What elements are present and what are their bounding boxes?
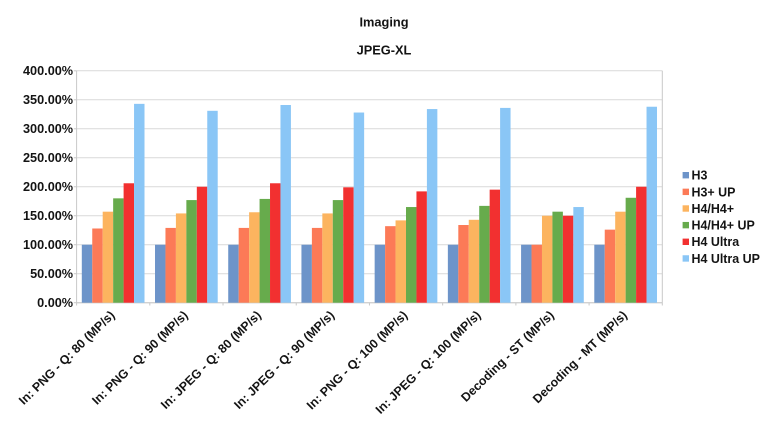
svg-text:0.00%: 0.00%	[37, 296, 73, 310]
svg-text:50.00%: 50.00%	[30, 267, 73, 281]
svg-text:JPEG-XL: JPEG-XL	[357, 43, 412, 58]
svg-text:250.00%: 250.00%	[23, 151, 73, 165]
svg-text:100.00%: 100.00%	[23, 238, 73, 252]
svg-text:H4 Ultra UP: H4 Ultra UP	[692, 252, 760, 266]
svg-text:400.00%: 400.00%	[23, 64, 73, 78]
svg-text:H4/H4+ UP: H4/H4+ UP	[692, 219, 755, 233]
svg-text:300.00%: 300.00%	[23, 122, 73, 136]
svg-text:150.00%: 150.00%	[23, 209, 73, 223]
svg-text:H4 Ultra: H4 Ultra	[692, 235, 740, 249]
svg-text:350.00%: 350.00%	[23, 93, 73, 107]
svg-text:H4/H4+: H4/H4+	[692, 202, 735, 216]
svg-text:200.00%: 200.00%	[23, 180, 73, 194]
svg-text:H3+ UP: H3+ UP	[692, 185, 736, 199]
svg-text:Imaging: Imaging	[359, 14, 408, 29]
svg-text:H3: H3	[692, 169, 708, 183]
